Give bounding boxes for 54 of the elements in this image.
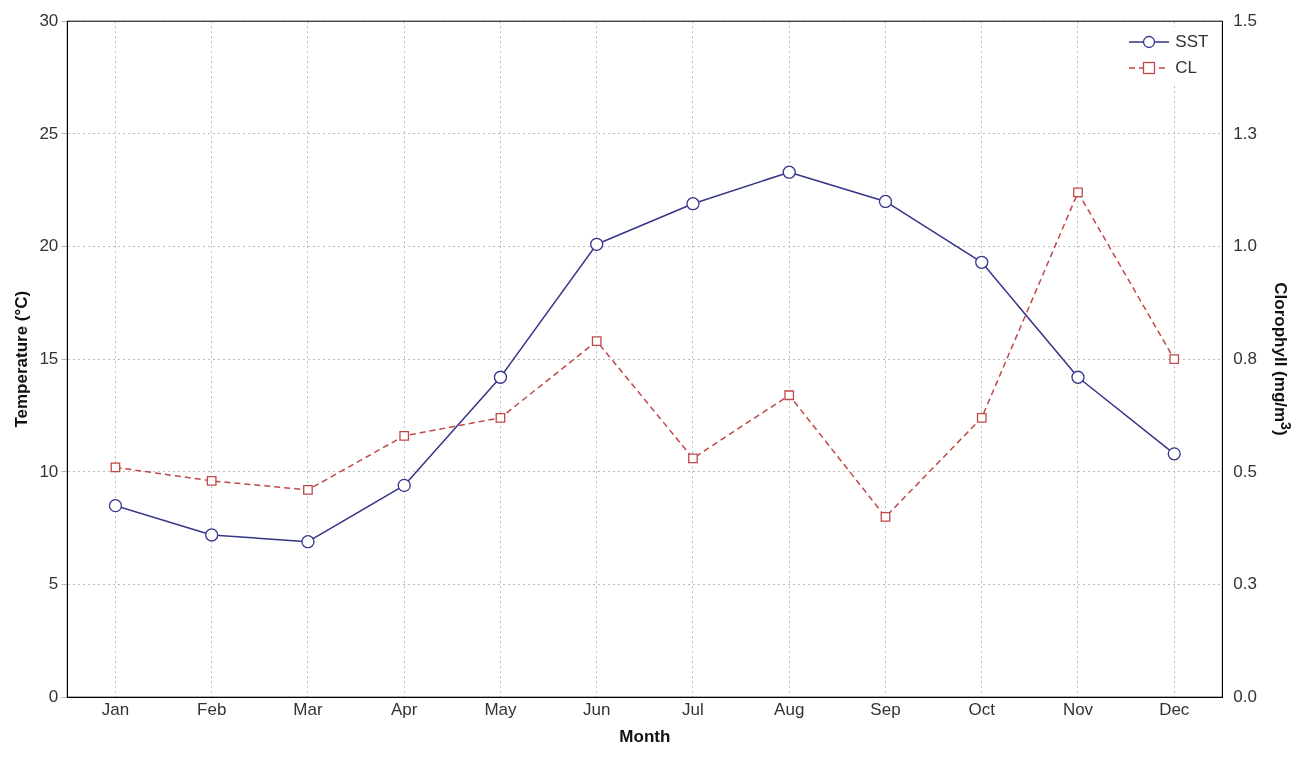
point bbox=[206, 475, 217, 486]
y2-tick-label: 0.0 bbox=[1233, 686, 1258, 706]
x-tick-label: Feb bbox=[197, 700, 227, 720]
x-tick-label: Mar bbox=[293, 700, 323, 720]
point bbox=[495, 412, 506, 423]
point bbox=[1071, 370, 1085, 384]
y2-tick-label: 1.0 bbox=[1233, 236, 1258, 256]
point bbox=[880, 512, 891, 522]
point bbox=[303, 485, 313, 495]
x-tick-label: Oct bbox=[968, 700, 996, 720]
y2-tick-label: 0.5 bbox=[1233, 461, 1258, 481]
point bbox=[976, 412, 987, 423]
legend-label: CL bbox=[1175, 57, 1198, 80]
point bbox=[688, 453, 698, 464]
y-tick-label: 5 bbox=[48, 574, 59, 594]
point bbox=[784, 390, 795, 401]
y2-tick-label: 1.3 bbox=[1233, 123, 1258, 143]
point bbox=[1167, 447, 1181, 461]
x-tick-label: May bbox=[484, 700, 518, 720]
x-tick-label: Nov bbox=[1062, 700, 1094, 720]
point bbox=[399, 430, 410, 441]
point bbox=[782, 165, 796, 179]
x-tick-label: Apr bbox=[390, 700, 418, 720]
point bbox=[686, 197, 700, 211]
point bbox=[1169, 354, 1180, 365]
y-tick-label: 25 bbox=[39, 123, 59, 143]
x-tick-label: Jul bbox=[682, 700, 704, 720]
point bbox=[878, 194, 893, 209]
y2-tick-label: 0.8 bbox=[1233, 348, 1258, 368]
y-tick-label: 15 bbox=[39, 348, 59, 368]
x-tick-label: Jan bbox=[101, 700, 130, 720]
y-tick-label: 30 bbox=[39, 10, 59, 30]
point bbox=[975, 255, 989, 269]
y2-tick-label: 0.3 bbox=[1233, 574, 1258, 594]
point bbox=[110, 462, 121, 473]
point bbox=[590, 237, 604, 251]
y2-tick-label: 1.5 bbox=[1233, 10, 1258, 30]
point bbox=[397, 478, 411, 493]
y-tick-label: 20 bbox=[39, 236, 59, 256]
point bbox=[1073, 187, 1083, 198]
y-tick-label: 0 bbox=[48, 686, 59, 706]
point bbox=[301, 535, 315, 549]
point bbox=[108, 499, 123, 513]
y-axis-title: Temperature (°C) bbox=[11, 290, 31, 428]
x-tick-label: Dec bbox=[1159, 700, 1190, 720]
x-axis-title: Month bbox=[619, 727, 671, 747]
point bbox=[205, 528, 219, 542]
x-tick-label: Aug bbox=[774, 700, 805, 720]
point bbox=[591, 336, 602, 347]
y-tick-label: 10 bbox=[39, 461, 59, 481]
x-tick-label: Jun bbox=[583, 700, 611, 720]
legend-label: SST bbox=[1175, 31, 1209, 54]
point bbox=[493, 370, 508, 384]
x-tick-label: Sep bbox=[870, 700, 901, 720]
